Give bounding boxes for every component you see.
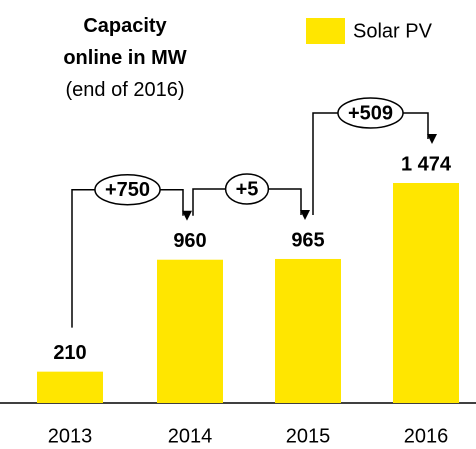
- legend-label: Solar PV: [353, 20, 433, 42]
- annotation: +750: [105, 179, 150, 201]
- bar: [275, 258, 341, 403]
- value-label: 210: [53, 342, 86, 364]
- bar: [393, 183, 459, 403]
- annotation: +5: [236, 178, 259, 200]
- value-label: 960: [173, 230, 206, 252]
- annotation-bubble: [94, 173, 161, 206]
- legend-swatch: [306, 18, 345, 44]
- chart-subtitle: (end of 2016): [65, 79, 185, 101]
- value-label: 1 474: [401, 153, 452, 175]
- title-block: Capacity online in MW (end of 2016): [58, 10, 192, 106]
- bar: [37, 371, 103, 403]
- x-tick-label: 2015: [286, 425, 331, 447]
- chart-title: Capacity online in MW: [63, 15, 187, 69]
- annotation: +509: [348, 102, 393, 124]
- value-label: 965: [291, 229, 324, 251]
- annotation-bubble: [337, 97, 404, 129]
- bar: [157, 259, 223, 403]
- x-tick-label: 2013: [48, 425, 93, 447]
- x-tick-label: 2016: [404, 425, 449, 447]
- x-tick-label: 2014: [168, 425, 213, 447]
- annotation-bubble: [224, 173, 270, 205]
